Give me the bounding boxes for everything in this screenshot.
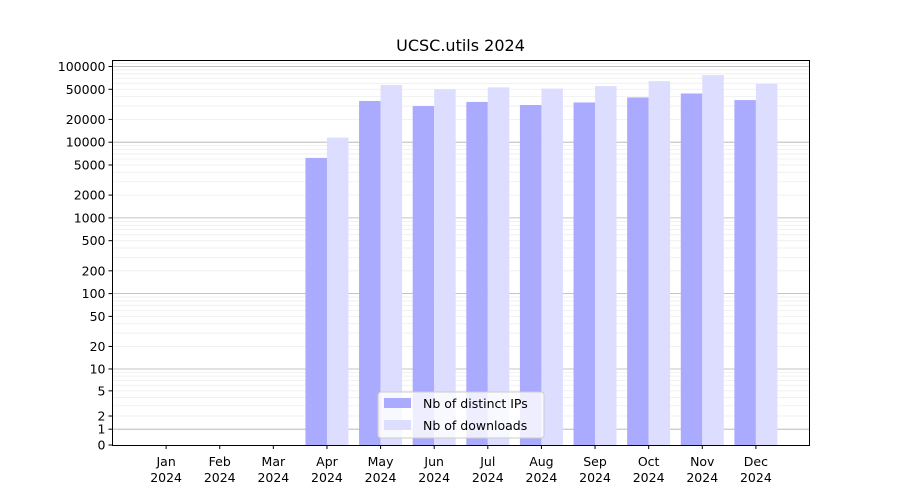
y-tick-label: 20 — [90, 339, 106, 354]
bar-distinct-ips-11 — [680, 93, 703, 445]
bar-downloads-11 — [702, 75, 724, 445]
y-tick-label: 1 — [98, 422, 106, 437]
y-tick-label: 100 — [82, 286, 106, 301]
y-axis: 012 5 10 20 50 100 200 500 1000 2000 5000 10000 2000… — [58, 59, 113, 453]
bar-downloads-4 — [326, 137, 349, 445]
x-tick-label: Feb 2024 — [204, 454, 236, 485]
bar-downloads-6 — [434, 89, 456, 445]
y-tick-label: 500 — [82, 233, 106, 248]
legend-swatch — [384, 420, 411, 430]
y-tick-label: 10 — [90, 361, 106, 376]
bar-downloads-8 — [541, 88, 563, 445]
legend: Nb of distinct IPs Nb of downloads — [377, 391, 545, 439]
bar-downloads-10 — [648, 81, 671, 446]
x-tick-label: Jan 2024 — [150, 454, 182, 485]
legend-label: Nb of distinct IPs — [423, 396, 528, 411]
y-tick-label: 1000 — [74, 210, 106, 225]
y-tick-label: 0 — [98, 438, 106, 453]
x-tick-label: Dec 2024 — [740, 454, 772, 485]
x-tick-label: May 2024 — [365, 454, 397, 485]
y-tick-label: 5000 — [74, 157, 106, 172]
x-tick-label: Jul 2024 — [472, 454, 504, 485]
y-tick-label: 5 — [98, 383, 106, 398]
bar-distinct-ips-9 — [573, 102, 596, 445]
bar-distinct-ips-5 — [359, 101, 381, 445]
x-tick-label: Apr 2024 — [311, 454, 343, 485]
x-axis: Jan 2024 Feb 2024 Mar 2024 Apr 2024 May 2024 Jun 20… — [150, 445, 772, 485]
bar-distinct-ips-4 — [305, 157, 327, 445]
y-tick-label: 50000 — [66, 82, 106, 97]
y-tick-label: 2000 — [74, 188, 106, 203]
bars — [305, 75, 778, 446]
bar-distinct-ips-12 — [734, 100, 756, 446]
bar-distinct-ips-10 — [627, 97, 649, 446]
x-tick-label: Aug 2024 — [526, 454, 558, 485]
bar-downloads-5 — [380, 84, 403, 446]
bar-downloads-7 — [487, 87, 510, 445]
x-tick-label: Jun 2024 — [418, 454, 450, 485]
y-tick-label: 2 — [98, 409, 106, 424]
x-tick-label: Oct 2024 — [633, 454, 665, 485]
bar-downloads-12 — [755, 83, 778, 446]
y-tick-label: 10000 — [66, 135, 106, 150]
x-tick-label: Nov 2024 — [686, 454, 718, 485]
chart-title: UCSC.utils 2024 — [396, 36, 525, 55]
y-tick-label: 200 — [82, 263, 106, 278]
legend-box — [377, 391, 545, 439]
bar-distinct-ips-7 — [466, 101, 488, 446]
y-tick-label: 20000 — [66, 112, 106, 127]
bar-distinct-ips-6 — [412, 106, 435, 445]
x-tick-label: Sep 2024 — [579, 454, 611, 485]
plot-frame — [112, 60, 810, 446]
y-tick-label: 50 — [90, 309, 106, 324]
bar-distinct-ips-8 — [519, 104, 542, 446]
legend-swatch — [384, 398, 411, 408]
x-tick-label: Mar 2024 — [257, 454, 289, 485]
bar-downloads-9 — [595, 86, 617, 446]
y-tick-label: 100000 — [58, 59, 106, 74]
legend-label: Nb of downloads — [423, 418, 527, 433]
